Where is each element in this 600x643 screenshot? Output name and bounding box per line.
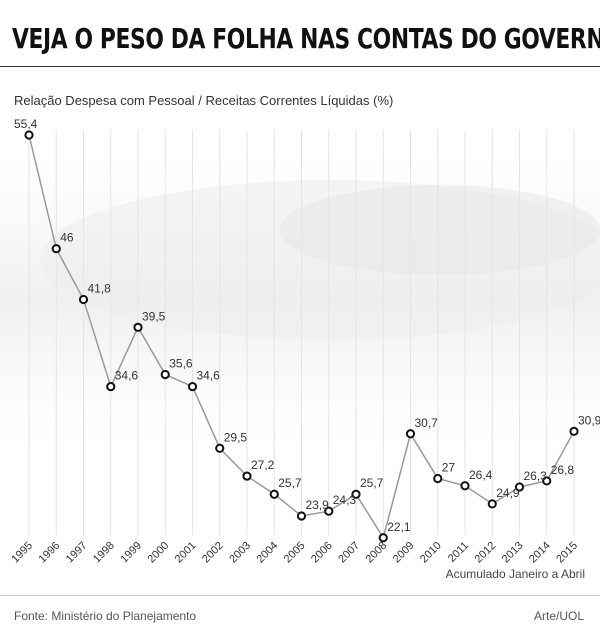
data-label-1996: 46 [60,231,74,245]
data-point-2015 [569,426,579,436]
x-tick-label: 2005 [282,540,308,566]
x-tick-label: 2013 [500,540,526,566]
data-point-2009 [405,429,416,439]
value-labels: 55,44641,834,639,535,634,629,527,225,723… [14,117,600,534]
x-tick-label: 2003 [227,540,253,566]
x-tick-label: 2008 [364,540,390,566]
chart-title: VEJA O PESO DA FOLHA NAS CONTAS DO GOVER… [12,22,600,55]
data-point-2003 [242,471,252,481]
data-point-2012 [487,499,497,509]
data-point-2002 [215,443,225,453]
x-tick-label: 2004 [255,540,281,566]
x-tick-label: 2007 [336,540,362,566]
x-tick-label: 2010 [418,540,444,566]
data-point-2008 [378,533,388,543]
x-tick-label: 2009 [391,540,417,566]
credit-note: Arte/UOL [533,609,584,623]
x-tick-label: 2012 [473,540,499,566]
background-art [0,150,600,450]
data-label-1997: 41,8 [88,281,112,295]
data-label-1999: 39,5 [142,309,166,323]
data-label-2001: 34,6 [197,369,221,383]
source-note: Fonte: Ministério do Planejamento [14,609,197,623]
x-tick-label: 1999 [118,540,144,566]
data-label-2013: 26,3 [524,469,548,483]
x-tick-label: 2006 [309,540,335,566]
period-note: Acumulado Janeiro a Abril [446,567,585,581]
data-point-2014 [542,476,552,486]
data-point-2005 [296,511,307,521]
footer-divider [0,595,600,596]
data-label-2011: 26,4 [469,468,493,482]
x-tick-label: 2014 [527,540,553,566]
data-point-1997 [78,294,89,305]
data-label-2009: 30,7 [415,416,439,430]
data-point-2013 [514,482,525,492]
x-tick-label: 1996 [37,540,63,566]
data-point-1996 [51,244,61,254]
data-point-2011 [460,481,470,491]
data-label-1998: 34,6 [115,369,139,383]
data-label-2006: 24,3 [333,493,357,507]
data-point-2010 [433,473,443,484]
data-label-2002: 29,5 [224,430,248,444]
data-label-2000: 35,6 [169,356,193,370]
data-point-2007 [351,489,361,499]
data-point-2001 [187,381,198,392]
data-point-2000 [160,369,170,380]
data-label-2007: 25,7 [360,476,384,490]
data-label-2012: 24,9 [496,486,520,500]
x-axis-tick-labels: 1995 1996 1997 1998 1999 2000 2001 2002 2003 2004… [9,540,580,566]
x-tick-label: 2011 [446,540,471,565]
title-divider [0,66,600,67]
x-tick-label: 2015 [554,540,580,566]
x-tick-label: 1998 [91,540,117,566]
data-label-2010: 27 [442,461,456,475]
x-tick-label: 2000 [146,540,172,566]
data-point-2006 [324,506,334,516]
data-label-2004: 25,7 [278,476,302,490]
point-markers [24,130,579,543]
data-point-1995 [24,130,34,140]
data-point-2004 [269,489,279,499]
data-point-1999 [133,322,143,332]
data-label-2015: 30,9 [578,413,600,427]
x-tick-label: 1995 [9,540,35,566]
x-tick-label: 2001 [173,540,199,566]
data-point-1998 [106,381,116,392]
data-label-2003: 27,2 [251,458,275,472]
data-label-1995: 55,4 [14,117,38,131]
data-label-2014: 26,8 [551,463,575,477]
x-tick-label: 1997 [64,540,90,566]
grid-lines [28,130,575,535]
x-tick-label: 2002 [200,540,226,566]
data-label-2005: 23,9 [306,498,330,512]
data-label-2008: 22,1 [387,520,411,534]
chart-subtitle: Relação Despesa com Pessoal / Receitas C… [14,93,393,108]
